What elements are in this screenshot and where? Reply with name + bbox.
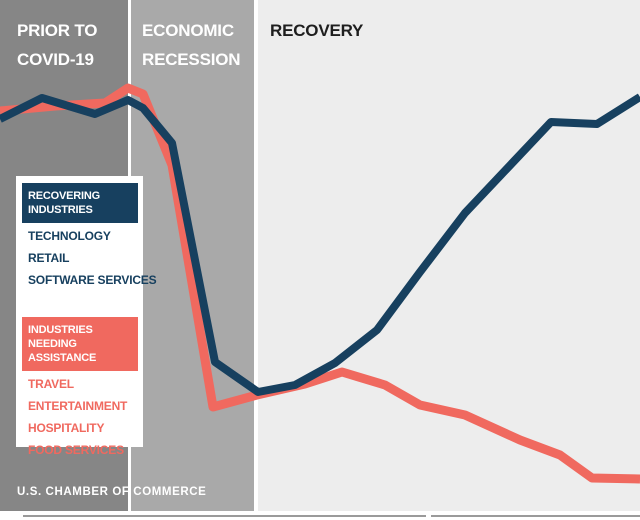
phase-label-line2: RECESSION [142,50,241,69]
bottom-line-left [23,515,426,517]
legend-item-software-services: SOFTWARE SERVICES [28,273,157,287]
phase-label-line1: RECOVERY [270,21,364,40]
legend-assistance-items: TRAVEL ENTERTAINMENT HOSPITALITY FOOD SE… [22,373,138,461]
bottom-line-right [431,515,640,517]
phase-label-recovery: RECOVERY [270,16,363,45]
legend-item-retail: RETAIL [28,251,70,265]
phase-label-prior-covid: PRIOR TO COVID-19 [17,16,97,74]
legend-box: RECOVERING INDUSTRIES TECHNOLOGY RETAIL … [16,176,157,457]
legend-recovering-title-line2: INDUSTRIES [28,204,93,216]
legend-item-travel: TRAVEL [28,377,74,391]
legend-item-technology: TECHNOLOGY [28,229,111,243]
legend-recovering-items: TECHNOLOGY RETAIL SOFTWARE SERVICES [22,225,157,291]
phase-label-line1: ECONOMIC [142,21,234,40]
phase-band-recession: ECONOMIC RECESSION [131,0,254,511]
source-attribution: U.S. CHAMBER OF COMMERCE [17,486,207,498]
phase-label-line2: COVID-19 [17,50,94,69]
legend-item-food-services: FOOD SERVICES [28,443,124,457]
legend-recovering-title-line1: RECOVERING [28,190,100,202]
legend-item-entertainment: ENTERTAINMENT [28,399,128,413]
legend-assistance-header: INDUSTRIES NEEDING ASSISTANCE [22,317,138,371]
phase-label-line1: PRIOR TO [17,21,98,40]
legend-recovering-header: RECOVERING INDUSTRIES [22,183,138,223]
legend-assistance-title-line2: ASSISTANCE [28,352,97,364]
phase-label-recession: ECONOMIC RECESSION [142,16,241,74]
bottom-strip [0,511,640,520]
legend-assistance-title-line1: INDUSTRIES NEEDING [28,324,93,350]
phase-band-recovery: RECOVERY [258,0,640,511]
series-line-recovering [0,93,640,396]
legend-item-hospitality: HOSPITALITY [28,421,105,435]
band-divider-2 [254,0,258,511]
